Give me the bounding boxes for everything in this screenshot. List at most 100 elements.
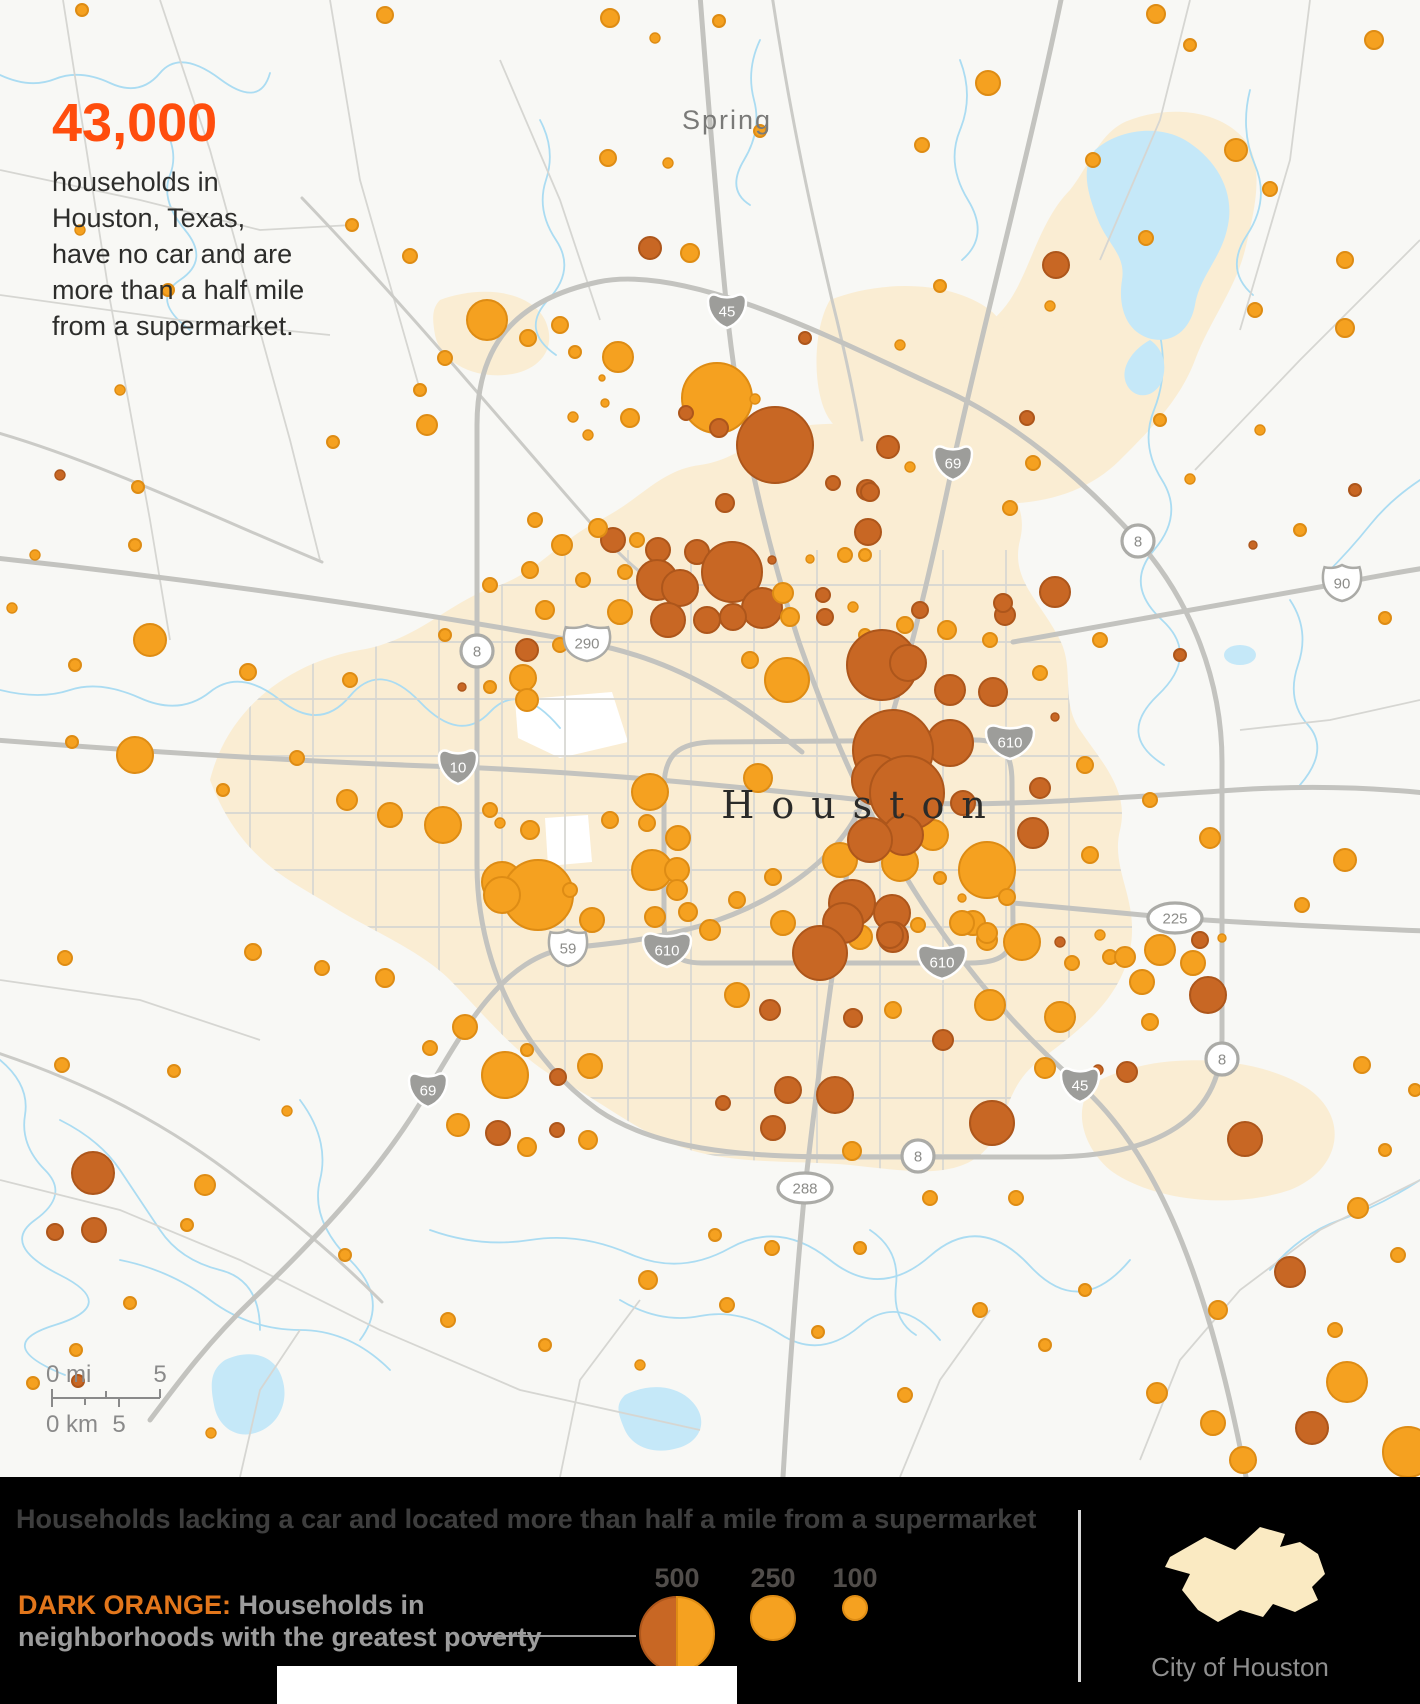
- footer-divider: [1078, 1510, 1081, 1682]
- highway-shield-45: 45: [1059, 1067, 1101, 1104]
- poverty-household-bubble: [81, 1217, 107, 1243]
- household-bubble: [239, 663, 257, 681]
- highway-shield-288: 288: [776, 1171, 834, 1205]
- poverty-household-bubble: [876, 435, 900, 459]
- poverty-household-bubble: [485, 1120, 511, 1146]
- household-bubble: [822, 842, 858, 878]
- poverty-household-bubble: [600, 527, 626, 553]
- household-bubble: [1390, 1247, 1406, 1263]
- household-bubble: [600, 398, 610, 408]
- household-bubble: [521, 561, 539, 579]
- household-bubble: [509, 664, 537, 692]
- poverty-household-bubble: [1054, 936, 1066, 948]
- household-bubble: [665, 825, 691, 851]
- svg-text:90: 90: [1334, 575, 1351, 592]
- household-bubble: [1180, 950, 1206, 976]
- household-bubble: [847, 601, 859, 613]
- household-bubble: [1138, 230, 1154, 246]
- household-bubble: [579, 907, 605, 933]
- household-bubble: [638, 1270, 658, 1290]
- household-bubble: [1038, 1338, 1052, 1352]
- household-bubble: [452, 1014, 478, 1040]
- household-bubble: [772, 582, 794, 604]
- household-bubble: [567, 411, 579, 423]
- household-bubble: [26, 1376, 40, 1390]
- poverty-household-bubble: [661, 569, 699, 607]
- household-bubble: [1336, 251, 1354, 269]
- legend-size-label: 100: [832, 1563, 877, 1593]
- household-bubble: [494, 817, 506, 829]
- household-bubble: [29, 549, 41, 561]
- highway-shield-8: 8: [1204, 1041, 1240, 1077]
- household-bubble: [634, 1359, 646, 1371]
- household-bubble: [631, 773, 669, 811]
- svg-text:8: 8: [473, 643, 481, 660]
- household-bubble: [998, 888, 1016, 906]
- highway-shield-90: 90: [1321, 563, 1363, 603]
- household-bubble: [620, 408, 640, 428]
- household-bubble: [413, 383, 427, 397]
- household-bubble: [1199, 827, 1221, 849]
- household-bubble: [664, 857, 690, 883]
- household-bubble: [74, 224, 86, 236]
- household-bubble: [216, 783, 230, 797]
- household-bubble: [377, 802, 403, 828]
- household-bubble: [678, 902, 698, 922]
- household-bubble: [483, 876, 521, 914]
- household-bubble: [1224, 138, 1248, 162]
- household-bubble: [437, 350, 453, 366]
- scale-mi-zero: 0 mi: [46, 1361, 91, 1388]
- poverty-household-bubble: [1042, 251, 1070, 279]
- svg-text:59: 59: [560, 940, 577, 957]
- poverty-household-bubble: [1019, 410, 1035, 426]
- household-bubble: [75, 3, 89, 17]
- svg-text:290: 290: [574, 635, 599, 652]
- highway-shield-69: 69: [407, 1072, 449, 1109]
- highway-shield-610: 610: [916, 944, 968, 981]
- svg-text:8: 8: [1134, 533, 1142, 550]
- household-bubble: [1044, 300, 1056, 312]
- household-bubble: [1146, 4, 1166, 24]
- household-bubble: [749, 393, 761, 405]
- household-bubble: [65, 735, 79, 749]
- footer-white-cutout: [277, 1666, 737, 1704]
- household-bubble: [1076, 756, 1094, 774]
- household-bubble: [949, 910, 975, 936]
- poverty-household-bubble: [1295, 1411, 1329, 1445]
- household-bubble: [1078, 1283, 1092, 1297]
- headline-text: households in Houston, Texas, have no ca…: [52, 167, 305, 341]
- household-bubble: [1326, 1361, 1368, 1403]
- household-bubble: [974, 989, 1006, 1021]
- household-bubble: [517, 1137, 537, 1157]
- poverty-household-bubble: [736, 406, 814, 484]
- poverty-household-bubble: [1029, 777, 1051, 799]
- household-bubble: [314, 960, 330, 976]
- household-bubble: [638, 814, 656, 832]
- household-bubble: [1144, 934, 1176, 966]
- poverty-household-bubble: [978, 677, 1008, 707]
- household-bubble: [1092, 632, 1108, 648]
- poverty-household-bubble: [709, 418, 729, 438]
- highway-shield-45: 45: [706, 293, 748, 330]
- household-bubble: [811, 1325, 825, 1339]
- household-bubble: [601, 811, 619, 829]
- household-bubble: [680, 243, 700, 263]
- household-bubble: [910, 917, 926, 933]
- poverty-household-bubble: [1050, 712, 1060, 722]
- household-bubble: [1129, 969, 1155, 995]
- household-bubble: [194, 1174, 216, 1196]
- scale-mi-five: 5: [153, 1361, 166, 1388]
- household-bubble: [1146, 1382, 1168, 1404]
- legend-circle-bubble-half: [676, 1595, 715, 1673]
- household-bubble: [1044, 1001, 1076, 1033]
- poverty-household-bubble: [693, 606, 721, 634]
- household-bubble: [1327, 1322, 1343, 1338]
- poverty-household-bubble: [1189, 976, 1227, 1014]
- household-bubble: [1353, 1056, 1371, 1074]
- poverty-household-bubble: [46, 1223, 64, 1241]
- scale-km-zero: 0 km: [46, 1411, 98, 1438]
- i10-road: [0, 737, 1420, 807]
- household-bubble: [422, 1040, 438, 1056]
- household-bubble: [180, 1218, 194, 1232]
